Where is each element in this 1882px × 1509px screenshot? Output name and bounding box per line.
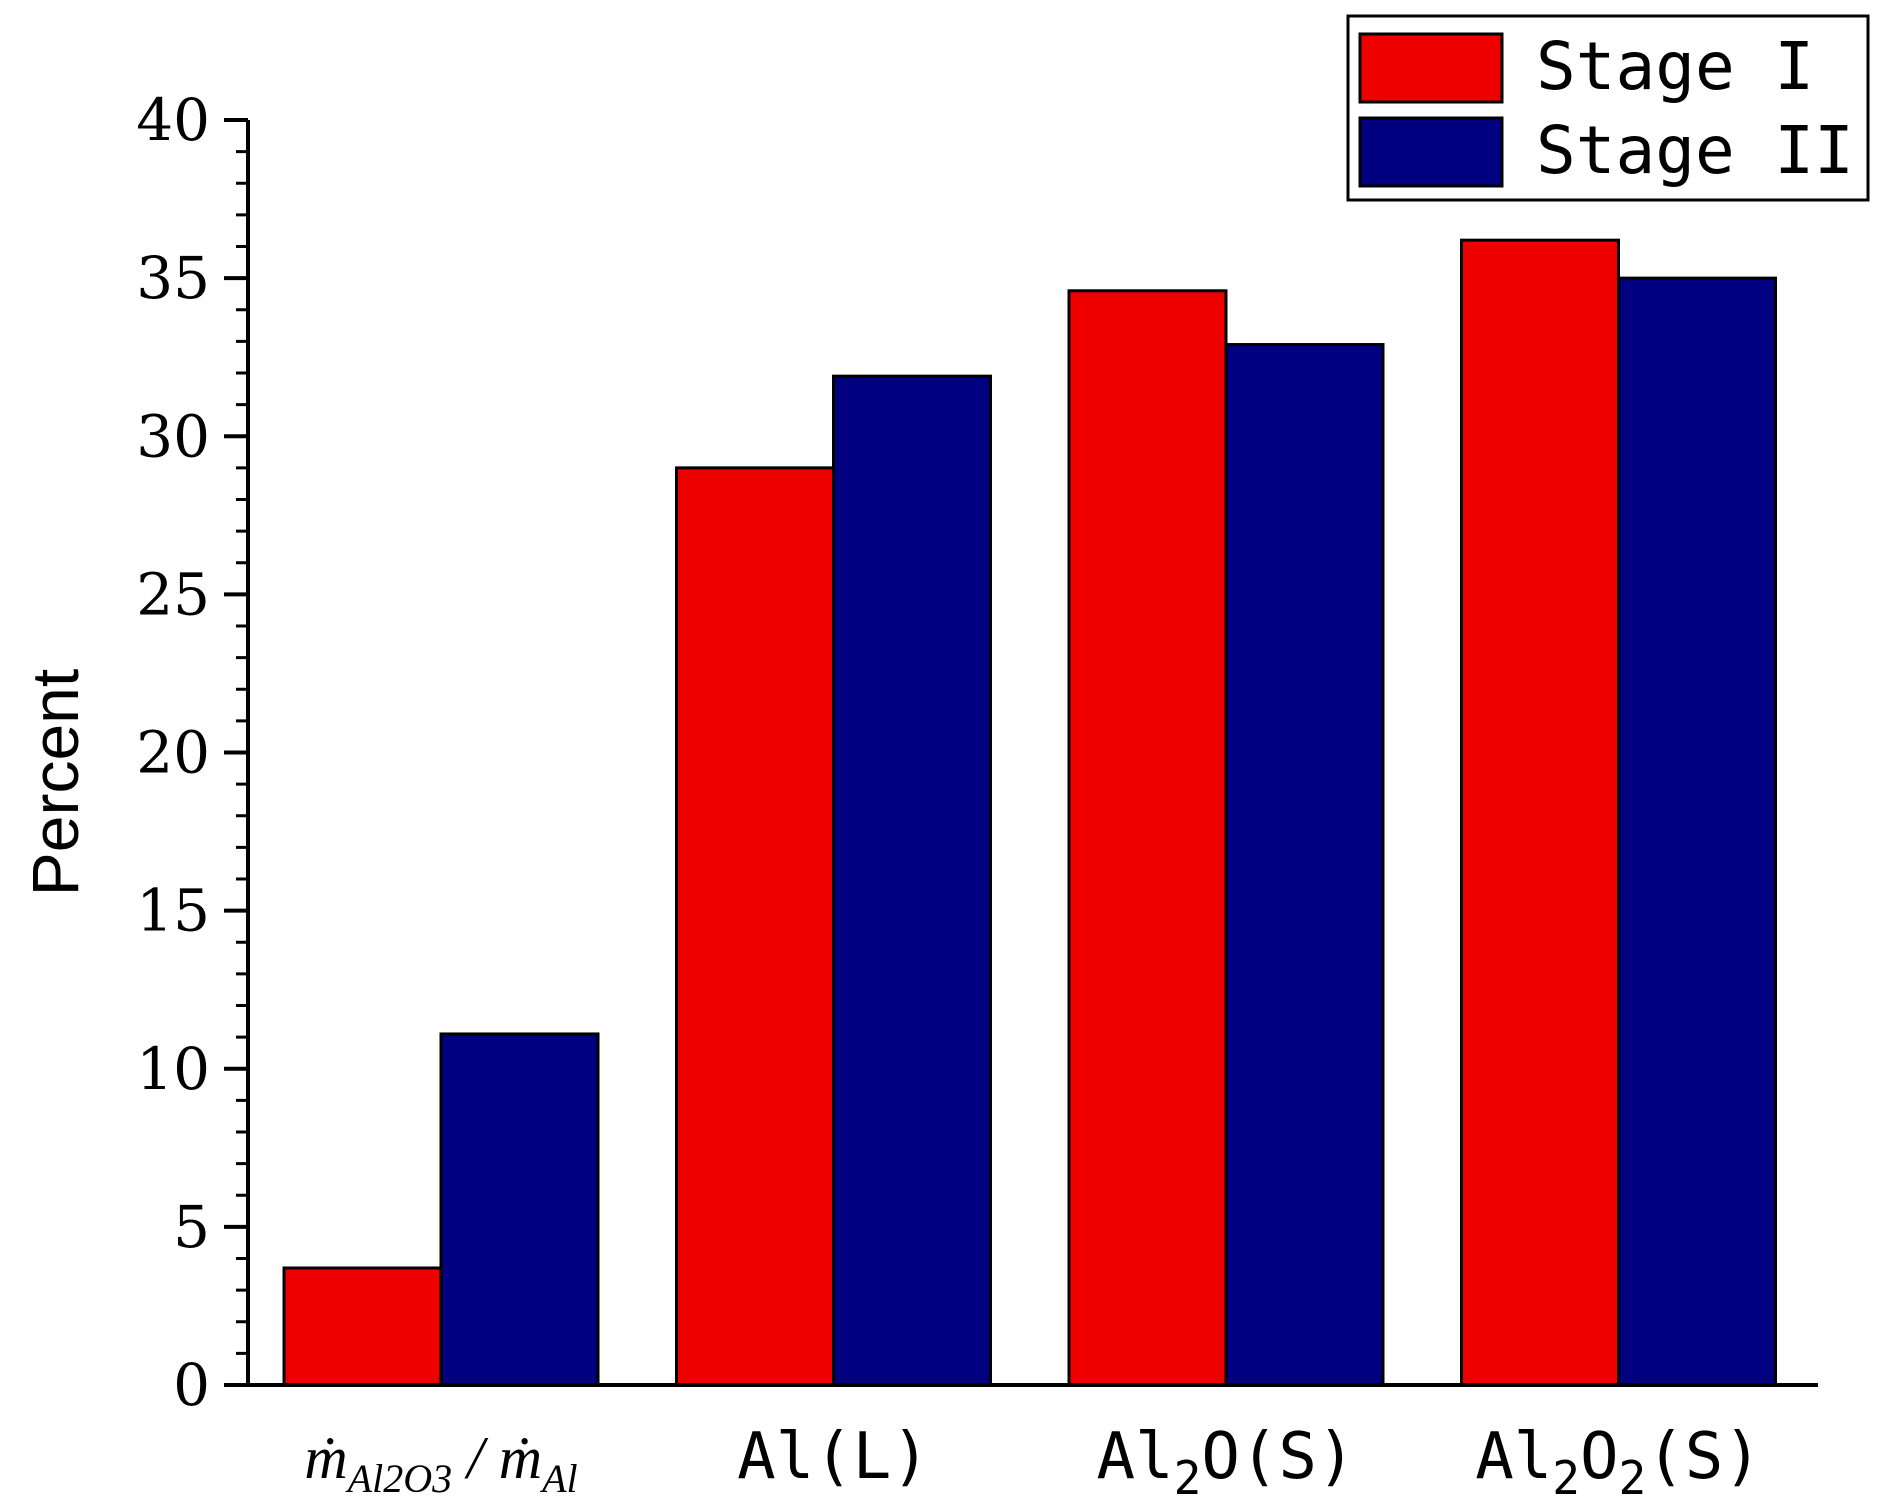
bar-stage-ii-0 (439, 1032, 600, 1387)
bar-stage-i-2 (1067, 289, 1228, 1387)
bar-stage-ii-1 (832, 374, 992, 1387)
legend-label: Stage I (1536, 28, 1814, 105)
y-tick-label: 5 (173, 1193, 210, 1261)
x-tick-label: Al2O2(S) (1475, 1420, 1762, 1505)
axes-layer (224, 118, 1818, 1387)
y-tick-label: 10 (136, 1035, 210, 1103)
legend-swatch (1358, 32, 1504, 104)
y-tick-label: 25 (136, 560, 210, 628)
y-tick-label: 35 (136, 244, 210, 312)
x-tick-label: Al(L) (737, 1420, 930, 1494)
y-axis-label: Percent (18, 669, 92, 896)
legend-label: Stage II (1536, 112, 1854, 189)
bar-stage-ii-2 (1224, 343, 1385, 1387)
bar-stage-i-3 (1460, 238, 1620, 1387)
bars-layer (282, 238, 1777, 1387)
x-tick-label: Al2O(S) (1097, 1420, 1356, 1505)
x-tick-label: ṁAl2O3 / ṁAl (304, 1425, 577, 1501)
bar-stage-i-0 (282, 1266, 443, 1387)
y-tick-label: 0 (173, 1351, 210, 1419)
bar-stage-ii-3 (1617, 276, 1777, 1387)
legend-swatch (1358, 116, 1504, 188)
y-tick-label: 40 (136, 86, 210, 154)
y-tick-label: 15 (136, 877, 210, 945)
bar-stage-i-1 (675, 466, 835, 1387)
y-tick-label: 30 (136, 402, 210, 470)
y-tick-label: 20 (136, 719, 210, 787)
labels-layer: 0 5 10 15 20 25 30 35 40 Percent ṁAl2O3 / ṁAl Al(L)… (18, 86, 1762, 1505)
